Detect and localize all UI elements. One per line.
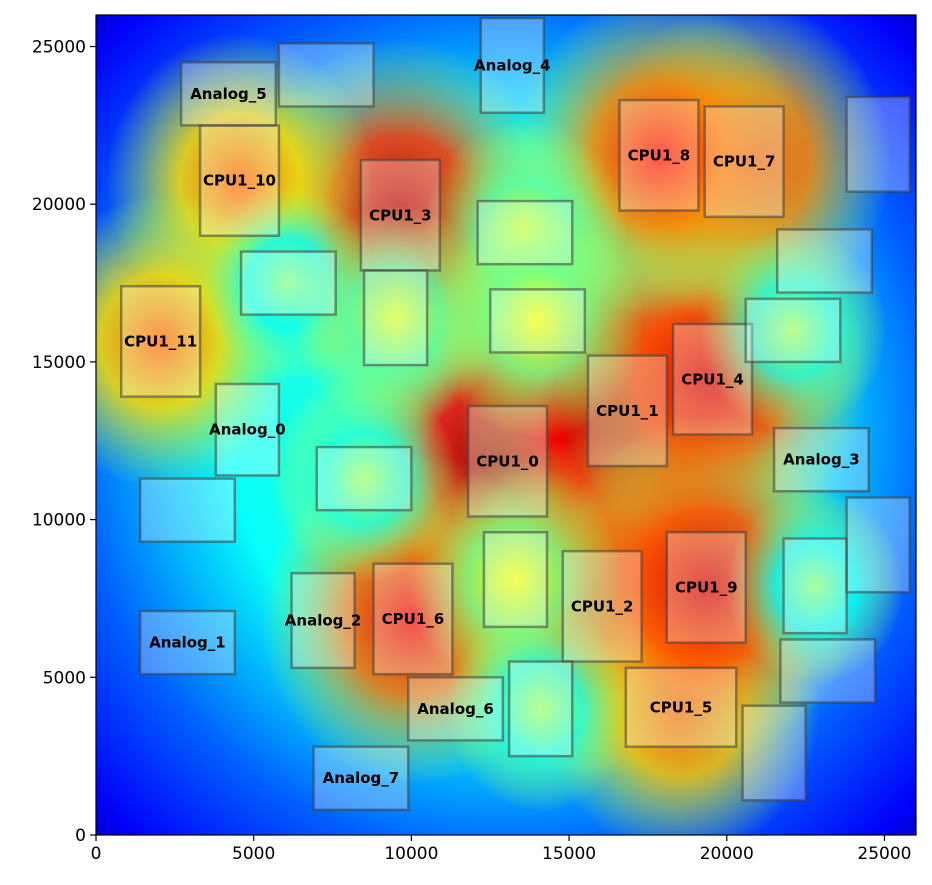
block-label: Analog_6 bbox=[417, 700, 494, 718]
floorplan-block bbox=[214, 382, 281, 477]
block-label: Analog_0 bbox=[209, 421, 286, 439]
block-label: CPU1_0 bbox=[476, 452, 539, 470]
heat-blob bbox=[270, 375, 458, 582]
y-tick-label: 10000 bbox=[32, 511, 86, 531]
block-label: Analog_1 bbox=[149, 634, 226, 652]
floorplan-block bbox=[671, 322, 754, 436]
block-label: Analog_7 bbox=[323, 769, 400, 787]
floorplan-block bbox=[779, 638, 877, 704]
block-label: CPU1_8 bbox=[628, 146, 691, 164]
block-label: CPU1_5 bbox=[650, 698, 713, 716]
block-label: CPU1_10 bbox=[203, 172, 276, 190]
floorplan-block bbox=[586, 354, 669, 468]
floorplan-block bbox=[138, 477, 237, 543]
floorplan-block bbox=[665, 530, 747, 644]
plot-frame bbox=[95, 14, 917, 836]
floorplan-block bbox=[406, 676, 505, 742]
floorplan-block bbox=[198, 124, 281, 238]
floorplan-blocks bbox=[119, 16, 911, 812]
floorplan-block bbox=[775, 228, 874, 294]
x-tick-label: 0 bbox=[91, 844, 102, 864]
floorplan-block bbox=[782, 537, 848, 635]
floorplan-block bbox=[703, 105, 785, 219]
floorplan-block bbox=[488, 288, 587, 354]
block-label: CPU1_2 bbox=[571, 597, 634, 615]
block-label: CPU1_9 bbox=[675, 578, 738, 596]
floorplan-block bbox=[618, 98, 700, 212]
floorplan-block bbox=[315, 445, 413, 512]
floorplan-block bbox=[476, 199, 574, 266]
block-label: CPU1_7 bbox=[713, 153, 776, 171]
x-tick-label: 20000 bbox=[700, 844, 754, 864]
x-tick-label: 25000 bbox=[857, 844, 911, 864]
block-label: CPU1_6 bbox=[382, 610, 445, 628]
heat-blob bbox=[430, 203, 645, 439]
y-tick-label: 5000 bbox=[43, 668, 86, 688]
block-label: Analog_3 bbox=[783, 451, 860, 469]
floorplan-block bbox=[362, 269, 429, 367]
heatmap-image bbox=[96, 15, 916, 835]
floorplan-block bbox=[479, 16, 546, 115]
floorplan-block bbox=[372, 562, 454, 676]
block-label: CPU1_4 bbox=[681, 370, 744, 388]
x-tick-label: 5000 bbox=[232, 844, 275, 864]
floorplan-block bbox=[290, 571, 356, 670]
heat-blob bbox=[699, 227, 887, 434]
heat-blob bbox=[447, 605, 635, 812]
floorplan-block bbox=[138, 609, 237, 676]
floorplan-block bbox=[482, 530, 549, 629]
floorplan-block bbox=[239, 250, 337, 316]
floorplan-block bbox=[624, 666, 738, 748]
y-tick-label: 25000 bbox=[32, 38, 86, 58]
block-label: CPU1_3 bbox=[369, 206, 432, 224]
block-label: Analog_4 bbox=[474, 56, 551, 74]
floorplan-block bbox=[561, 549, 643, 663]
floorplan-block bbox=[466, 404, 549, 518]
floorplan-block bbox=[845, 95, 911, 193]
y-tick-label: 20000 bbox=[32, 195, 86, 215]
block-label: CPU1_1 bbox=[596, 402, 659, 420]
block-label: Analog_2 bbox=[285, 612, 362, 630]
floorplan-block bbox=[744, 297, 842, 364]
x-tick-label: 15000 bbox=[542, 844, 596, 864]
floorplan-block bbox=[845, 496, 911, 594]
block-label: CPU1_11 bbox=[124, 332, 197, 350]
floorplan-block bbox=[119, 284, 202, 398]
floorplan-block bbox=[359, 158, 442, 272]
floorplan-block bbox=[772, 426, 870, 493]
y-tick-label: 0 bbox=[75, 826, 86, 846]
heat-blob bbox=[726, 487, 905, 684]
floorplan-block bbox=[312, 745, 410, 812]
floorplan-block bbox=[179, 61, 278, 127]
x-tick-label: 10000 bbox=[384, 844, 438, 864]
x-axis: 0 5000 10000 15000 20000 25000 bbox=[91, 835, 912, 864]
y-axis: 0 5000 10000 15000 20000 25000 bbox=[32, 38, 96, 846]
block-labels: CPU1_0 CPU1_1 CPU1_2 CPU1_3 CPU1_4 CPU1_5 CPU1… bbox=[124, 56, 859, 787]
floorplan-block bbox=[741, 704, 807, 802]
floorplan-block bbox=[277, 42, 375, 108]
y-tick-label: 15000 bbox=[32, 353, 86, 373]
floorplan-block bbox=[507, 660, 574, 758]
block-label: Analog_5 bbox=[190, 85, 267, 103]
